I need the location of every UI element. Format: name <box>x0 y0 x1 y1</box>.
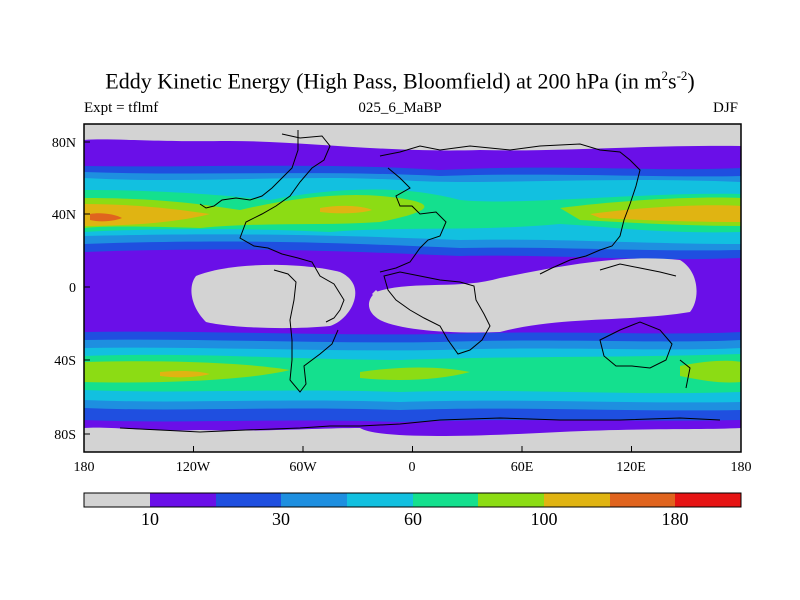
coastline-antarctica <box>119 417 721 433</box>
lon-label: 120E <box>616 460 646 475</box>
lon-tick-labels: 180 120W 60W 0 60E 120E 180 <box>74 460 752 475</box>
coastline-maritime <box>599 263 677 277</box>
plot-title: Eddy Kinetic Energy (High Pass, Bloomfie… <box>105 68 695 94</box>
lon-label: 180 <box>731 460 752 475</box>
lat-label: 80N <box>52 136 76 151</box>
field-contour-south-100c <box>680 360 741 383</box>
colorbar-swatch <box>281 493 347 507</box>
colorbar-swatch <box>347 493 413 507</box>
colorbar-label: 30 <box>272 509 290 529</box>
field-contour-north-140a <box>84 204 210 226</box>
lat-ticks <box>84 141 90 435</box>
colorbar-label: 180 <box>662 509 689 529</box>
colorbar-label: 60 <box>404 509 422 529</box>
colorbar-swatch <box>610 493 675 507</box>
run-id-label: 025_6_MaBP <box>358 100 442 116</box>
lat-label: 0 <box>69 281 76 296</box>
coastline-south-america <box>273 269 339 393</box>
field-contour-north-180 <box>90 213 122 222</box>
season-label: DJF <box>712 100 738 116</box>
coastline-americas <box>239 133 345 323</box>
field-contour-tropics-west <box>191 264 356 329</box>
lat-tick-labels: 80N 40N 0 40S 80S <box>52 136 76 443</box>
lon-label: 60W <box>289 460 317 475</box>
colorbar-swatch <box>675 493 741 507</box>
colorbar-labels: 10 30 60 100 180 <box>141 509 689 529</box>
colorbar-swatch <box>216 493 281 507</box>
field-contour-south-polar <box>84 427 741 452</box>
colorbar <box>83 492 742 508</box>
field-contour-south-100b <box>360 367 470 380</box>
field-contour-tropics-speck <box>372 290 380 298</box>
field-contour-south-140 <box>160 370 210 378</box>
colorbar-swatch <box>150 493 216 507</box>
colorbar-swatch <box>413 493 478 507</box>
colorbar-frame <box>83 492 742 508</box>
coastline-new-zealand <box>679 359 691 389</box>
lon-label: 60E <box>511 460 534 475</box>
field-contour-tropics-east <box>368 258 697 333</box>
coastlines <box>119 130 721 433</box>
lon-label: 180 <box>74 460 95 475</box>
coastline-eurasia <box>379 143 641 275</box>
lon-label: 0 <box>409 460 416 475</box>
colorbar-label: 10 <box>141 509 159 529</box>
map-field <box>84 124 741 452</box>
coastline-africa <box>383 271 491 355</box>
colorbar-swatch <box>478 493 544 507</box>
colorbar-swatch <box>84 493 150 507</box>
field-contour-north-140c <box>320 205 372 214</box>
experiment-label: Expt = tflmf <box>84 100 159 116</box>
coastline-north-america-west <box>199 130 299 209</box>
field-contour-north-140b <box>590 205 741 222</box>
lat-label: 40N <box>52 208 76 223</box>
lon-ticks <box>83 446 742 452</box>
lat-label: 80S <box>54 428 76 443</box>
lon-label: 120W <box>176 460 211 475</box>
coastline-australia <box>599 321 673 369</box>
colorbar-swatch <box>544 493 610 507</box>
lat-label: 40S <box>54 354 76 369</box>
colorbar-label: 100 <box>531 509 558 529</box>
coastline-europe <box>379 167 447 273</box>
